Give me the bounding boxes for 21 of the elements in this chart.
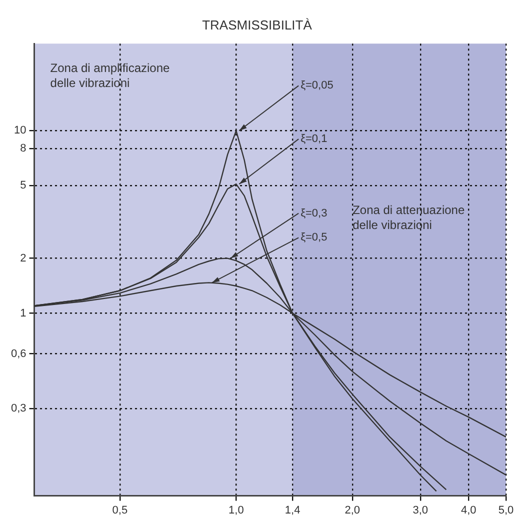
text: ξ=0,5	[300, 232, 328, 244]
y-tick-label: 0,6	[10, 348, 26, 360]
band-label: Zona di amplificazione delle vibrazioni	[50, 60, 170, 90]
y-tick-label: 0,3	[10, 402, 26, 415]
y-tick-label: 5	[20, 180, 26, 192]
text: ξ=0,05	[300, 80, 334, 92]
x-tick-label: 4,0	[460, 504, 476, 516]
x-tick-label: 1,4	[284, 504, 300, 516]
band-label: Zona di attenuazione delle vibrazioni	[352, 203, 465, 232]
text: ξ=0,1	[300, 133, 328, 146]
x-tick-label: 3,0	[412, 504, 428, 516]
x-tick-label: 0,5	[112, 504, 128, 516]
text: ξ=0,3	[300, 207, 328, 220]
chart-title: TRASMISSIBILITÀ	[202, 17, 312, 32]
y-tick-label: 10	[14, 124, 26, 137]
y-tick-label: 1	[20, 307, 26, 320]
x-tick-label: 2,0	[344, 504, 360, 516]
y-tick-label: 2	[20, 252, 26, 264]
x-tick-label: 5,0	[498, 504, 514, 516]
x-tick-label: 1,0	[228, 504, 244, 516]
y-tick-label: 8	[20, 142, 26, 154]
